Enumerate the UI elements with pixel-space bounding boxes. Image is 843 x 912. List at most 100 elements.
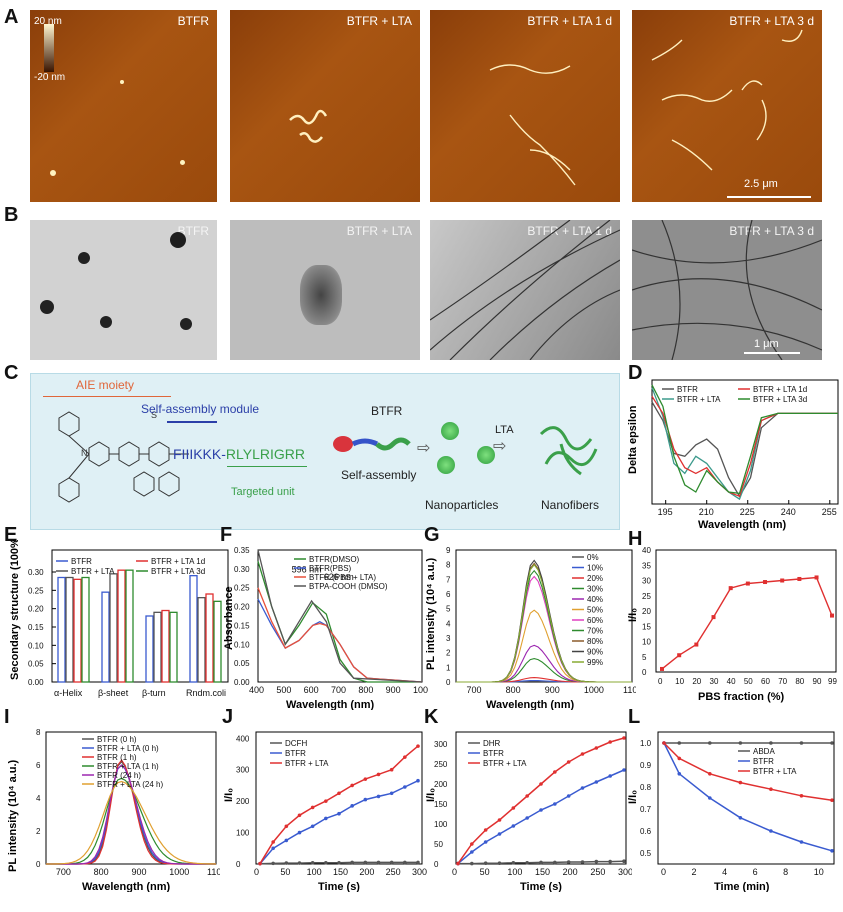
chart-j-legend-label: BTFR + LTA xyxy=(285,759,329,768)
chart-l-xtick-label: 0 xyxy=(661,867,666,877)
chart-j-point xyxy=(337,811,341,816)
tem-nanoparticle xyxy=(78,252,90,264)
afm-image-4: BTFR + LTA 3 d 2.5 μm xyxy=(632,10,822,202)
chart-h: I/I₀ PBS fraction (%) 0 10 20 30 40 50 60 70 80 9… xyxy=(628,546,837,703)
chart-j-point xyxy=(350,783,354,788)
chart-j-point xyxy=(284,824,289,829)
chart-f-xtick-label: 600 xyxy=(304,685,319,695)
panel-label-c: C xyxy=(4,362,19,384)
chart-e-legend-label: BTFR + LTA xyxy=(71,567,115,576)
chart-i-ytick-label: 0 xyxy=(36,860,41,869)
chart-g-xtick-label: 900 xyxy=(545,685,560,695)
height-scale-top: 20 nm xyxy=(34,16,62,27)
chart-k-xtick-label: 250 xyxy=(590,867,605,877)
chart-l-point xyxy=(830,849,834,853)
chart-g-ytick-label: 4 xyxy=(446,619,451,628)
chart-d-legend-label: BTFR + LTA 1d xyxy=(753,385,807,394)
afm-label-4: BTFR + LTA 3 d xyxy=(729,14,814,28)
chart-i-legend-label: BTFR (24 h) xyxy=(97,771,141,780)
chart-l-point xyxy=(677,772,682,776)
chart-j-point xyxy=(416,778,420,783)
chart-l-xtick-label: 10 xyxy=(814,867,824,877)
chart-d-xtick-label: 195 xyxy=(658,507,673,517)
panel-label-i: I xyxy=(4,706,10,728)
svg-text:S: S xyxy=(151,410,157,420)
chart-f-ylabel: Absorbance xyxy=(223,586,235,650)
chart-f-xtick-label: 900 xyxy=(386,685,401,695)
chart-k-xtick-label: 150 xyxy=(535,867,550,877)
chart-j-xtick-label: 0 xyxy=(254,867,259,877)
chart-k-point xyxy=(608,774,612,778)
chart-j-point xyxy=(297,830,302,835)
chart-h-point xyxy=(660,666,664,671)
sequence-b: RLYLRIGRR xyxy=(225,446,305,462)
chart-k-point xyxy=(511,824,516,828)
chart-f-ytick-label: 0.35 xyxy=(234,546,250,555)
chart-e-bar xyxy=(153,611,162,683)
chart-d-xlabel: Wavelength (nm) xyxy=(698,519,787,531)
chart-f-ytick-label: 0.10 xyxy=(234,640,250,649)
chart-j-point xyxy=(350,860,354,865)
chart-f-ytick-label: 0.25 xyxy=(234,584,250,593)
panel-label-a: A xyxy=(4,6,19,28)
tem-image-1: BTFR xyxy=(30,220,217,360)
chart-k-point xyxy=(497,861,502,865)
chart-l-ytick-label: 0.7 xyxy=(640,805,652,814)
chart-h-ytick-label: 35 xyxy=(642,561,651,570)
chart-g-legend-label: 0% xyxy=(587,553,599,562)
chart-k-point xyxy=(622,736,626,740)
chart-f-ytick-label: 0.30 xyxy=(234,565,250,574)
chart-h-xtick-label: 90 xyxy=(813,677,822,686)
chart-g-legend-label: 50% xyxy=(587,606,603,615)
tem-nanoparticle xyxy=(100,316,112,328)
afm-scalebar xyxy=(727,196,811,198)
chart-j-point xyxy=(297,861,302,865)
chart-k-point xyxy=(497,832,502,836)
chart-j-xtick-label: 150 xyxy=(333,867,348,877)
chart-j-point xyxy=(403,860,407,865)
chart-f-legend-label: BTPA-COOH (DMSO) xyxy=(309,582,388,591)
chart-k-point xyxy=(511,861,516,865)
chart-e-legend-label: BTFR xyxy=(71,557,92,566)
chart-i-series-line xyxy=(46,764,216,865)
chart-l-xtick-label: 2 xyxy=(692,867,697,877)
chart-l-point xyxy=(799,840,804,844)
chart-e-bar xyxy=(145,615,154,683)
chart-h-ytick-label: 5 xyxy=(642,653,647,662)
nanofibers-label: Nanofibers xyxy=(541,498,600,512)
chart-f-xtick-label: 400 xyxy=(249,685,264,695)
chart-i-legend-label: BTFR (0 h) xyxy=(97,735,137,744)
chart-e-bar xyxy=(57,576,66,683)
chart-g-ytick-label: 7 xyxy=(446,575,451,584)
afm-particle xyxy=(120,80,124,84)
afm-fibers xyxy=(489,64,576,186)
module-underline xyxy=(167,421,217,423)
chart-k-point xyxy=(553,802,557,806)
chart-d-legend-label: BTFR + LTA xyxy=(677,395,721,404)
chart-j-point xyxy=(363,797,368,802)
chart-j-point xyxy=(297,813,302,818)
nanoparticle-icon xyxy=(477,446,495,464)
targeted-underline xyxy=(227,466,307,467)
chart-k-point xyxy=(553,770,557,774)
nanoparticles-label: Nanoparticles xyxy=(425,498,499,512)
panel-label-f: F xyxy=(220,524,233,546)
chart-i-xlabel: Wavelength (nm) xyxy=(82,881,171,892)
chart-k-point xyxy=(594,780,599,784)
chart-g-xtick-label: 1000 xyxy=(584,685,604,695)
chart-k-point xyxy=(497,818,502,822)
chart-l-point xyxy=(677,756,682,761)
chart-i-legend-label: BTFR (1 h) xyxy=(97,753,137,762)
chart-h-xtick-label: 70 xyxy=(778,677,787,686)
chart-k-point xyxy=(539,782,543,786)
chart-h-ytick-label: 20 xyxy=(642,607,651,616)
chart-f-ytick-label: 0.15 xyxy=(234,621,250,630)
tem-image-2: BTFR + LTA xyxy=(230,220,420,360)
chart-j-point xyxy=(324,860,328,865)
panel-label-g: G xyxy=(424,524,440,546)
afm-image-3: BTFR + LTA 1 d xyxy=(430,10,620,202)
chart-d-xtick-label: 255 xyxy=(822,507,837,517)
chart-k-legend-label: BTFR + LTA xyxy=(483,759,527,768)
afm-fibers xyxy=(651,29,803,171)
chart-j-point xyxy=(416,860,420,865)
